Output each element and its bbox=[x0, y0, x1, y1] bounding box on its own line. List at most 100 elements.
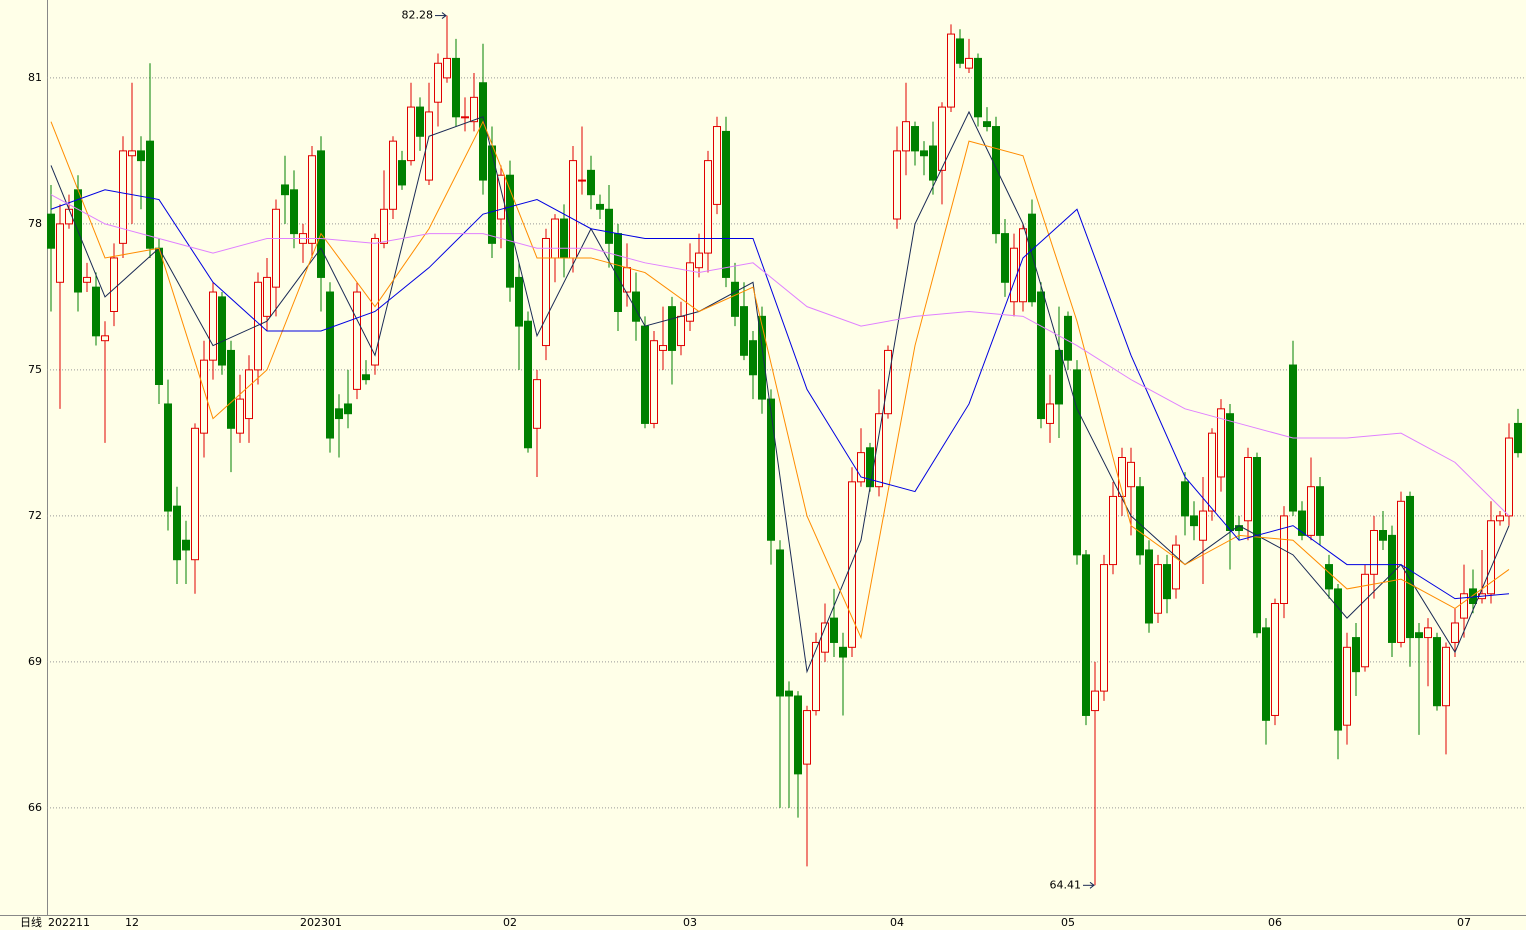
candle-body bbox=[1496, 515, 1504, 522]
candle-body bbox=[1469, 588, 1477, 605]
candle-body bbox=[839, 646, 847, 658]
candle-body bbox=[776, 549, 784, 697]
candle-body bbox=[1019, 228, 1027, 303]
candle-body bbox=[236, 398, 244, 434]
candle-body bbox=[587, 169, 595, 196]
candle-body bbox=[938, 106, 946, 171]
candle-body bbox=[92, 286, 100, 337]
candle-body bbox=[182, 539, 190, 551]
extreme-arrow-head bbox=[1089, 881, 1095, 889]
candle-body bbox=[344, 403, 352, 415]
candle-body bbox=[506, 174, 514, 288]
candle-body bbox=[1343, 646, 1351, 726]
candle-body bbox=[83, 276, 91, 283]
candle-body bbox=[830, 617, 838, 643]
candle-body bbox=[605, 208, 613, 244]
candle-body bbox=[542, 237, 550, 347]
candle-body bbox=[1037, 291, 1045, 420]
candle-body bbox=[893, 150, 901, 220]
candle-body bbox=[641, 325, 649, 424]
candle-body bbox=[317, 150, 325, 278]
y-tick-label: 78 bbox=[28, 217, 42, 230]
candle-body bbox=[173, 505, 181, 561]
candle-body bbox=[677, 315, 685, 347]
candle-body bbox=[632, 291, 640, 322]
candle-body bbox=[1424, 627, 1432, 639]
candle-body bbox=[416, 106, 424, 137]
candle-body bbox=[1190, 515, 1198, 527]
candle-body bbox=[128, 150, 136, 157]
candle-body bbox=[650, 340, 658, 424]
candle-body bbox=[1028, 213, 1036, 303]
candle-body bbox=[848, 481, 856, 648]
candle-body bbox=[497, 174, 505, 220]
candle-body bbox=[308, 155, 316, 244]
candle-body bbox=[1487, 520, 1495, 595]
candle-body bbox=[218, 296, 226, 366]
candle-body bbox=[947, 33, 955, 108]
candle-body bbox=[965, 57, 973, 69]
candle-body bbox=[407, 106, 415, 162]
candle-body bbox=[911, 126, 919, 152]
moving-average-line bbox=[50, 194, 1510, 517]
candle-body bbox=[1397, 500, 1405, 643]
candle-body bbox=[434, 62, 442, 103]
candle-body bbox=[1154, 564, 1162, 614]
candle-body bbox=[470, 96, 478, 123]
candle-body bbox=[1325, 564, 1333, 590]
candle-body bbox=[533, 379, 541, 429]
x-tick-label: 05 bbox=[1061, 916, 1075, 929]
candle-body bbox=[1280, 515, 1288, 605]
x-tick-label: 06 bbox=[1268, 916, 1282, 929]
candle-body bbox=[137, 150, 145, 162]
x-tick-label: 202211 bbox=[48, 916, 90, 929]
candle-body bbox=[902, 121, 910, 152]
candle-body bbox=[281, 184, 289, 196]
candle-body bbox=[1208, 432, 1216, 512]
candle-body bbox=[758, 315, 766, 400]
extreme-label: 82.28 bbox=[402, 9, 434, 22]
candle-body bbox=[704, 160, 712, 254]
candle-body bbox=[1262, 627, 1270, 721]
candle-body bbox=[191, 427, 199, 561]
extreme-label: 64.41 bbox=[1050, 878, 1082, 891]
candle-body bbox=[524, 320, 532, 449]
candle-body bbox=[164, 403, 172, 512]
candle-body bbox=[1055, 349, 1063, 405]
candle-body bbox=[380, 208, 388, 244]
y-tick-label: 81 bbox=[28, 71, 42, 84]
candle-body bbox=[398, 160, 406, 186]
candle-body bbox=[326, 291, 334, 439]
candle-body bbox=[974, 57, 982, 118]
y-tick-label: 72 bbox=[28, 509, 42, 522]
candle-body bbox=[146, 140, 154, 249]
candle-body bbox=[1406, 495, 1414, 639]
y-tick-label: 66 bbox=[28, 801, 42, 814]
candle-body bbox=[74, 189, 82, 293]
moving-average-line bbox=[50, 120, 1510, 640]
candle-body bbox=[1136, 486, 1144, 556]
candle-body bbox=[245, 369, 253, 420]
candle-body bbox=[1379, 530, 1387, 541]
candle-body bbox=[1073, 369, 1081, 556]
candle-body bbox=[740, 306, 748, 356]
candle-body bbox=[443, 57, 451, 79]
candle-body bbox=[983, 121, 991, 128]
candle-body bbox=[362, 374, 370, 381]
moving-average-line bbox=[50, 110, 1510, 674]
candle-body bbox=[785, 690, 793, 697]
candle-body bbox=[353, 291, 361, 390]
candle-body bbox=[722, 130, 730, 278]
candle-body bbox=[1334, 588, 1342, 731]
candle-body bbox=[1253, 457, 1261, 634]
y-tick-label: 69 bbox=[28, 655, 42, 668]
candle-body bbox=[1307, 486, 1315, 536]
candle-body bbox=[1244, 457, 1252, 522]
candle-body bbox=[1298, 510, 1306, 536]
candle-body bbox=[695, 252, 703, 269]
candle-body bbox=[1109, 495, 1117, 566]
candle-body bbox=[1505, 437, 1513, 517]
candle-body bbox=[155, 247, 163, 385]
candle-body bbox=[560, 218, 568, 259]
